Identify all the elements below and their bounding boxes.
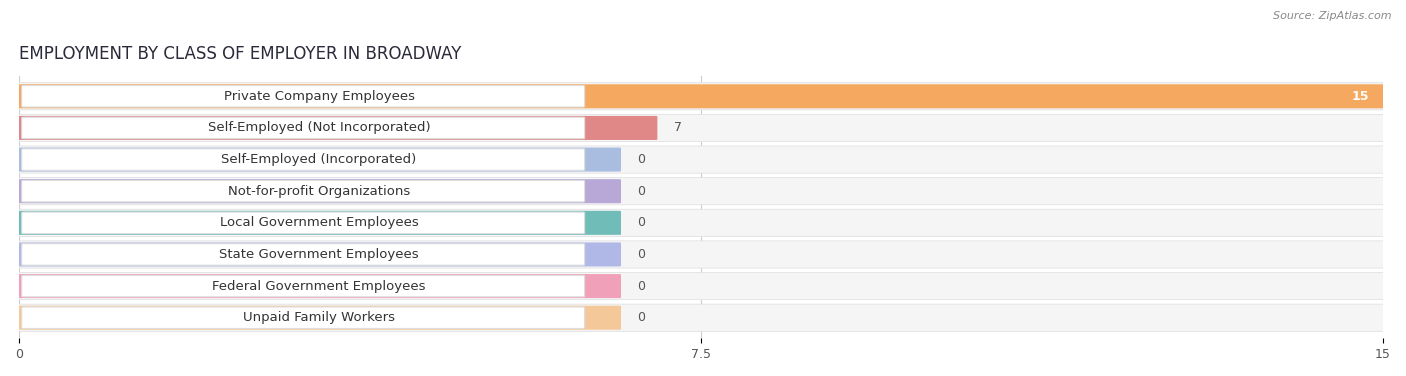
FancyBboxPatch shape xyxy=(21,117,585,139)
FancyBboxPatch shape xyxy=(21,307,585,329)
FancyBboxPatch shape xyxy=(17,211,621,235)
Text: EMPLOYMENT BY CLASS OF EMPLOYER IN BROADWAY: EMPLOYMENT BY CLASS OF EMPLOYER IN BROAD… xyxy=(20,45,461,63)
FancyBboxPatch shape xyxy=(21,275,585,297)
FancyBboxPatch shape xyxy=(17,243,621,267)
Text: Local Government Employees: Local Government Employees xyxy=(219,216,419,229)
Text: Not-for-profit Organizations: Not-for-profit Organizations xyxy=(228,185,411,198)
FancyBboxPatch shape xyxy=(21,212,585,233)
FancyBboxPatch shape xyxy=(21,86,585,107)
Text: Self-Employed (Incorporated): Self-Employed (Incorporated) xyxy=(222,153,416,166)
Text: 15: 15 xyxy=(1353,90,1369,103)
Text: Self-Employed (Not Incorporated): Self-Employed (Not Incorporated) xyxy=(208,121,430,135)
FancyBboxPatch shape xyxy=(17,147,621,171)
Text: 0: 0 xyxy=(637,311,645,324)
FancyBboxPatch shape xyxy=(17,177,1385,205)
FancyBboxPatch shape xyxy=(21,180,585,202)
Text: 0: 0 xyxy=(637,216,645,229)
FancyBboxPatch shape xyxy=(17,273,1385,300)
FancyBboxPatch shape xyxy=(17,179,621,203)
Text: Federal Government Employees: Federal Government Employees xyxy=(212,280,426,293)
FancyBboxPatch shape xyxy=(17,304,1385,331)
FancyBboxPatch shape xyxy=(21,244,585,265)
FancyBboxPatch shape xyxy=(17,274,621,298)
FancyBboxPatch shape xyxy=(17,146,1385,173)
FancyBboxPatch shape xyxy=(17,209,1385,237)
FancyBboxPatch shape xyxy=(17,241,1385,268)
FancyBboxPatch shape xyxy=(17,84,1385,108)
FancyBboxPatch shape xyxy=(17,83,1385,110)
FancyBboxPatch shape xyxy=(17,306,621,330)
Text: State Government Employees: State Government Employees xyxy=(219,248,419,261)
Text: Private Company Employees: Private Company Employees xyxy=(224,90,415,103)
Text: 0: 0 xyxy=(637,280,645,293)
Text: Unpaid Family Workers: Unpaid Family Workers xyxy=(243,311,395,324)
FancyBboxPatch shape xyxy=(17,116,658,140)
FancyBboxPatch shape xyxy=(17,114,1385,141)
Text: 0: 0 xyxy=(637,185,645,198)
Text: 7: 7 xyxy=(673,121,682,135)
FancyBboxPatch shape xyxy=(21,149,585,170)
Text: 0: 0 xyxy=(637,248,645,261)
Text: 0: 0 xyxy=(637,153,645,166)
Text: Source: ZipAtlas.com: Source: ZipAtlas.com xyxy=(1274,11,1392,21)
